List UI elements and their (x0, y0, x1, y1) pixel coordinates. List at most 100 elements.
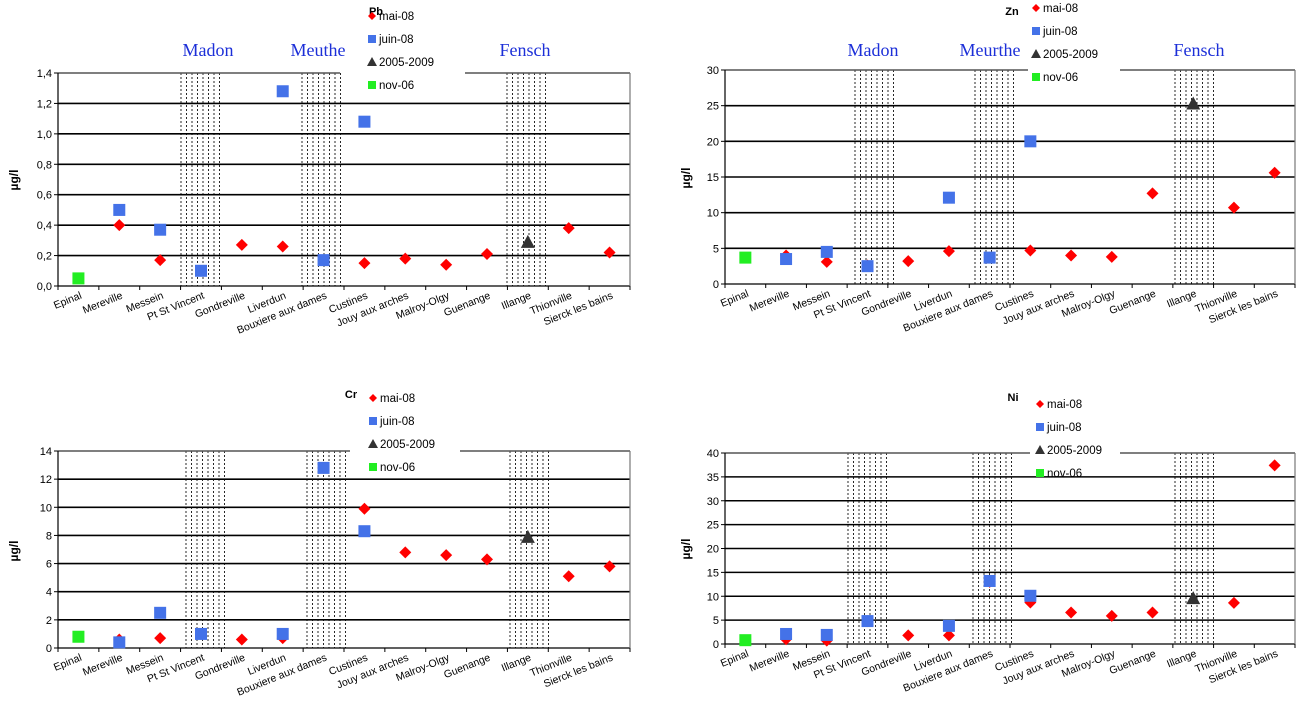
point-mai-08 (562, 570, 575, 583)
legend-marker (1036, 469, 1044, 477)
legend-label: juin-08 (379, 416, 415, 428)
legend-item-2005-2009: 2005-2009 (1031, 49, 1098, 61)
legend-label: mai-08 (1043, 3, 1078, 15)
y-tick-label: 0 (713, 279, 719, 291)
point-mai-08 (902, 255, 915, 268)
legend: mai-08 juin-08 2005-2009 nov-06 (367, 11, 434, 92)
point-nov-06 (739, 251, 752, 264)
station-band (301, 73, 341, 286)
point-juin-08 (780, 627, 793, 640)
legend-item-nov-06: nov-06 (1036, 468, 1082, 480)
legend-label: juin-08 (378, 34, 414, 46)
y-tick-label: 10 (40, 502, 52, 514)
point-mai-08 (1065, 606, 1078, 619)
station-band (306, 451, 346, 648)
chart-title: Ni (1008, 392, 1019, 404)
point-2005-2009 (520, 234, 535, 248)
river-label: Meuthe (291, 40, 346, 60)
x-tick-label: Guenange (442, 652, 492, 682)
point-juin-08 (1024, 135, 1037, 148)
y-tick-label: 40 (707, 448, 719, 460)
legend-item-juin-08: juin-08 (1036, 422, 1082, 434)
point-mai-08 (820, 255, 833, 268)
point-juin-08 (780, 253, 793, 266)
point-juin-08 (820, 245, 833, 258)
y-axis-label: µg/l (7, 170, 21, 191)
y-tick-label: 20 (707, 136, 719, 148)
point-juin-08 (861, 615, 874, 628)
point-mai-08 (235, 633, 248, 646)
point-mai-08 (1146, 606, 1159, 619)
legend-label: nov-06 (379, 80, 414, 92)
point-mai-08 (399, 546, 412, 559)
station-band (180, 73, 220, 286)
station-band (509, 451, 549, 648)
point-juin-08 (358, 115, 371, 128)
y-tick-label: 8 (46, 530, 52, 542)
x-tick-label: Guenange (1108, 648, 1158, 678)
point-mai-08 (154, 254, 167, 267)
point-juin-08 (154, 606, 167, 619)
point-2005-2009 (1186, 96, 1201, 110)
legend-label: 2005-2009 (379, 57, 434, 69)
legend-marker (1035, 445, 1045, 454)
point-mai-08 (1105, 609, 1118, 622)
legend-label: juin-08 (1042, 26, 1078, 38)
point-mai-08 (1146, 187, 1159, 200)
chart-title: Zn (1005, 6, 1019, 18)
legend-item-mai-08: mai-08 (368, 11, 414, 23)
legend-marker (369, 463, 377, 471)
y-tick-label: 0,0 (37, 281, 52, 293)
y-tick-label: 30 (707, 65, 719, 77)
legend-marker (1032, 4, 1040, 12)
x-tick-label: Illange (500, 290, 533, 313)
y-tick-label: 0,4 (37, 220, 52, 232)
legend-label: juin-08 (1046, 422, 1082, 434)
legend-marker (369, 394, 377, 402)
point-mai-08 (942, 245, 955, 258)
legend-item-nov-06: nov-06 (368, 80, 414, 92)
x-tick-label: Epinal (52, 290, 84, 312)
y-tick-label: 15 (707, 172, 719, 184)
y-tick-label: 14 (40, 446, 52, 458)
legend-label: nov-06 (1043, 72, 1078, 84)
point-juin-08 (983, 251, 996, 264)
x-tick-label: Guenange (442, 290, 492, 320)
legend-item-nov-06: nov-06 (369, 462, 415, 474)
legend-marker (1036, 423, 1044, 431)
point-mai-08 (440, 258, 453, 271)
point-juin-08 (113, 636, 126, 649)
y-tick-label: 6 (46, 559, 52, 571)
river-label: Fensch (1174, 40, 1225, 60)
point-nov-06 (72, 630, 85, 643)
x-tick-label: Mereville (81, 290, 125, 317)
point-juin-08 (154, 223, 167, 236)
y-tick-label: 25 (707, 101, 719, 113)
point-juin-08 (942, 191, 955, 204)
y-tick-label: 20 (707, 544, 719, 556)
point-nov-06 (739, 634, 752, 647)
point-mai-08 (481, 553, 493, 566)
y-tick-label: 5 (713, 243, 719, 255)
point-2005-2009 (1186, 591, 1201, 605)
legend: mai-08 juin-08 2005-2009 nov-06 (1031, 3, 1098, 84)
legend-item-2005-2009: 2005-2009 (368, 439, 435, 451)
y-tick-label: 0,8 (37, 159, 52, 171)
y-tick-label: 4 (46, 587, 52, 599)
river-label: Meurthe (960, 40, 1021, 60)
point-mai-08 (481, 248, 493, 261)
y-tick-label: 10 (707, 208, 719, 220)
y-axis-label: µg/l (679, 539, 693, 560)
y-tick-label: 0,6 (37, 190, 52, 202)
point-juin-08 (942, 619, 955, 632)
point-mai-08 (1105, 250, 1118, 263)
legend-marker (1032, 73, 1040, 81)
y-tick-label: 1,4 (37, 68, 52, 80)
legend: mai-08 juin-08 2005-2009 nov-06 (368, 393, 435, 474)
station-band (185, 451, 225, 648)
